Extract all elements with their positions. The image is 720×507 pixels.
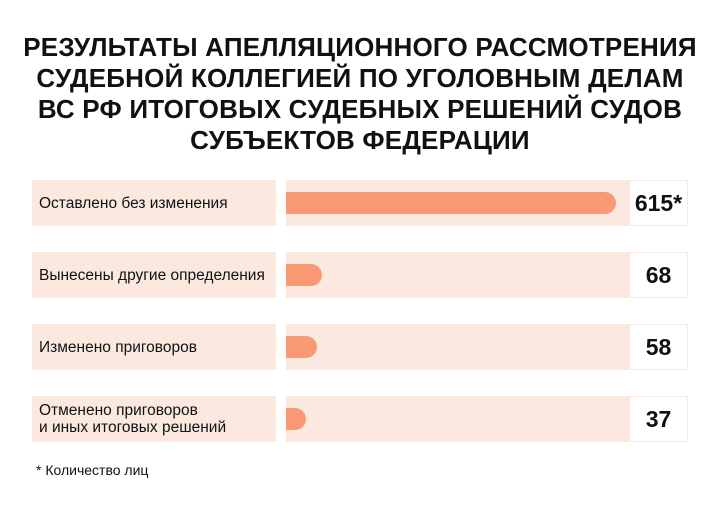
bar <box>286 408 306 430</box>
category-label: Вынесены другие определения <box>39 267 265 284</box>
category-label-cell: Оставлено без изменения <box>32 180 276 226</box>
category-label: Оставлено без изменения <box>39 195 228 212</box>
category-label-line: Оставлено без изменения <box>39 194 228 212</box>
title-line: РЕЗУЛЬТАТЫ АПЕЛЛЯЦИОННОГО РАССМОТРЕНИЯ <box>23 32 697 62</box>
category-label-line: Изменено приговоров <box>39 338 197 356</box>
category-label-line: Вынесены другие определения <box>39 266 265 284</box>
title-line: СУДЕБНОЙ КОЛЛЕГИЕЙ ПО УГОЛОВНЫМ ДЕЛАМ <box>36 63 684 93</box>
title-line: СУБЪЕКТОВ ФЕДЕРАЦИИ <box>190 125 530 155</box>
value-label: 37 <box>629 396 688 442</box>
bar <box>286 336 318 358</box>
value-label: 68 <box>629 252 688 298</box>
footnote: * Количество лиц <box>36 462 149 478</box>
chart-row: Отменено приговоров и иных итоговых решен… <box>32 396 688 442</box>
bar-track <box>286 324 652 370</box>
bar <box>286 264 323 286</box>
category-label: Отменено приговоров и иных итоговых решен… <box>39 402 226 436</box>
chart-row: Изменено приговоров 58 <box>32 324 688 370</box>
value-label: 58 <box>629 324 688 370</box>
bar <box>286 192 616 214</box>
chart-title: РЕЗУЛЬТАТЫ АПЕЛЛЯЦИОННОГО РАССМОТРЕНИЯ С… <box>20 32 700 156</box>
category-label: Изменено приговоров <box>39 339 197 356</box>
bar-track <box>286 252 652 298</box>
category-label-cell: Вынесены другие определения <box>32 252 276 298</box>
category-label-line: Отменено приговоров <box>39 402 198 419</box>
chart-row: Вынесены другие определения 68 <box>32 252 688 298</box>
value-label: 615* <box>629 180 688 226</box>
chart-row: Оставлено без изменения 615* <box>32 180 688 226</box>
category-label-line: и иных итоговых решений <box>39 419 227 436</box>
category-label-cell: Изменено приговоров <box>32 324 276 370</box>
bar-track <box>286 180 652 226</box>
category-label-cell: Отменено приговоров и иных итоговых решен… <box>32 396 276 442</box>
bar-track <box>286 396 652 442</box>
title-line: ВС РФ ИТОГОВЫХ СУДЕБНЫХ РЕШЕНИЙ СУДОВ <box>37 94 683 124</box>
